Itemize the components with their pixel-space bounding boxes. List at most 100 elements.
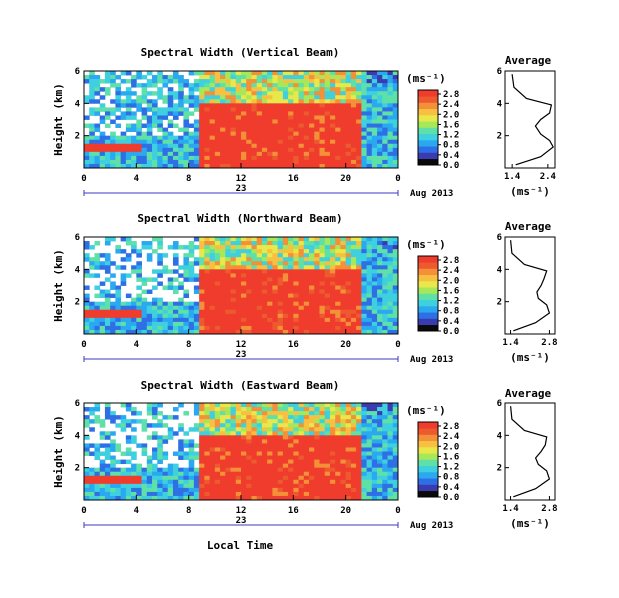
heatmap-cell xyxy=(282,407,289,412)
heatmap-cell xyxy=(220,329,226,335)
heatmap-cell xyxy=(146,313,153,319)
heatmap-cell xyxy=(157,309,163,315)
heatmap-cell xyxy=(340,163,347,169)
heatmap-cell xyxy=(298,111,305,116)
heatmap-cell xyxy=(125,435,132,440)
heatmap-cell xyxy=(225,439,231,444)
heatmap-cell xyxy=(371,439,378,444)
heatmap-cell xyxy=(314,159,320,165)
heatmap-cell xyxy=(188,491,195,497)
heatmap-cell xyxy=(340,91,347,96)
heatmap-cell xyxy=(141,99,148,104)
heatmap-cell xyxy=(272,83,279,88)
heatmap-cell xyxy=(241,83,247,88)
heatmap-cell xyxy=(288,411,294,416)
heatmap-cell xyxy=(387,99,394,104)
heatmap-cell xyxy=(199,237,205,242)
heatmap-cell xyxy=(392,411,399,416)
heatmap-cell xyxy=(162,475,169,481)
heatmap-cell xyxy=(235,297,242,303)
heatmap-cell xyxy=(345,301,352,307)
heatmap-cell xyxy=(261,463,268,469)
heatmap-cell xyxy=(157,119,163,124)
profile-y-tick-label: 2 xyxy=(497,298,502,308)
heatmap-cell xyxy=(157,297,163,303)
heatmap-cell xyxy=(131,479,137,485)
heatmap-cell xyxy=(261,329,268,335)
heatmap-cell xyxy=(303,87,310,92)
heatmap-cell xyxy=(89,143,95,149)
heatmap-cell xyxy=(356,423,362,428)
heatmap-cell xyxy=(361,495,367,501)
heatmap-cell xyxy=(298,467,305,473)
heatmap-cell xyxy=(183,277,190,282)
heatmap-cell xyxy=(314,467,320,473)
heatmap-cell xyxy=(309,427,315,432)
heatmap-cell xyxy=(110,475,116,481)
heatmap-cell xyxy=(340,253,347,258)
heatmap-cell xyxy=(115,285,122,290)
heatmap-cell xyxy=(387,483,394,489)
heatmap-cell xyxy=(309,277,315,282)
heatmap-cell xyxy=(167,245,174,250)
heatmap-cell xyxy=(288,103,294,108)
heatmap-cell xyxy=(319,487,326,493)
heatmap-cell xyxy=(319,301,326,307)
heatmap-cell xyxy=(230,491,237,497)
heatmap-cell xyxy=(94,159,101,165)
heatmap-cell xyxy=(335,245,341,250)
heatmap-cell xyxy=(241,241,247,246)
heatmap-cell xyxy=(329,447,336,452)
heatmap-cell xyxy=(324,163,331,169)
heatmap-cell xyxy=(256,273,263,278)
heatmap-cell xyxy=(256,241,263,246)
heatmap-cell xyxy=(220,491,226,497)
heatmap-cell xyxy=(303,435,310,440)
heatmap-cell xyxy=(199,241,205,246)
heatmap-cell xyxy=(272,439,279,444)
heatmap-cell xyxy=(256,253,263,258)
heatmap-cell xyxy=(324,277,331,282)
heatmap-cell xyxy=(356,119,362,124)
heatmap-cell xyxy=(356,269,362,274)
heatmap-cell xyxy=(235,431,242,436)
heatmap-cell xyxy=(235,463,242,469)
heatmap-cell xyxy=(214,123,221,128)
heatmap-cell xyxy=(298,245,305,250)
heatmap-cell xyxy=(303,237,310,242)
heatmap-cell xyxy=(104,475,111,481)
heatmap-cell xyxy=(188,317,195,323)
heatmap-cell xyxy=(141,321,148,327)
heatmap-cell xyxy=(272,407,279,412)
heatmap-cell xyxy=(89,467,95,473)
heatmap-cell xyxy=(335,115,341,120)
heatmap-cell xyxy=(84,135,90,141)
heatmap-cell xyxy=(141,159,148,165)
heatmap-cell xyxy=(241,487,247,493)
heatmap-cell xyxy=(335,269,341,274)
heatmap-cell xyxy=(361,455,367,460)
heatmap-cell xyxy=(261,107,268,112)
heatmap-cell xyxy=(167,475,174,481)
heatmap-cell xyxy=(345,285,352,290)
heatmap-cell xyxy=(371,471,378,477)
x-tick-label: 16 xyxy=(288,506,299,516)
heatmap-cell xyxy=(340,135,347,141)
heatmap-cell xyxy=(110,329,116,335)
heatmap-cell xyxy=(293,459,299,465)
heatmap-cell xyxy=(235,71,242,76)
heatmap-cell xyxy=(235,447,242,452)
heatmap-cell xyxy=(261,479,268,485)
row-eastward-beam: Spectral Width (Eastward Beam) Average 6… xyxy=(52,379,558,531)
heatmap-cell xyxy=(225,253,231,258)
heatmap-cell xyxy=(277,83,284,88)
heatmap-cell xyxy=(288,419,294,424)
heatmap-cell xyxy=(136,83,142,88)
heatmap-cell xyxy=(282,99,289,104)
heatmap-cell xyxy=(356,301,362,307)
heatmap-cell xyxy=(366,91,373,96)
heatmap-cell xyxy=(241,123,247,128)
heatmap-cell xyxy=(162,435,169,440)
heatmap-cell xyxy=(220,123,226,128)
heatmap-cell xyxy=(193,155,200,161)
